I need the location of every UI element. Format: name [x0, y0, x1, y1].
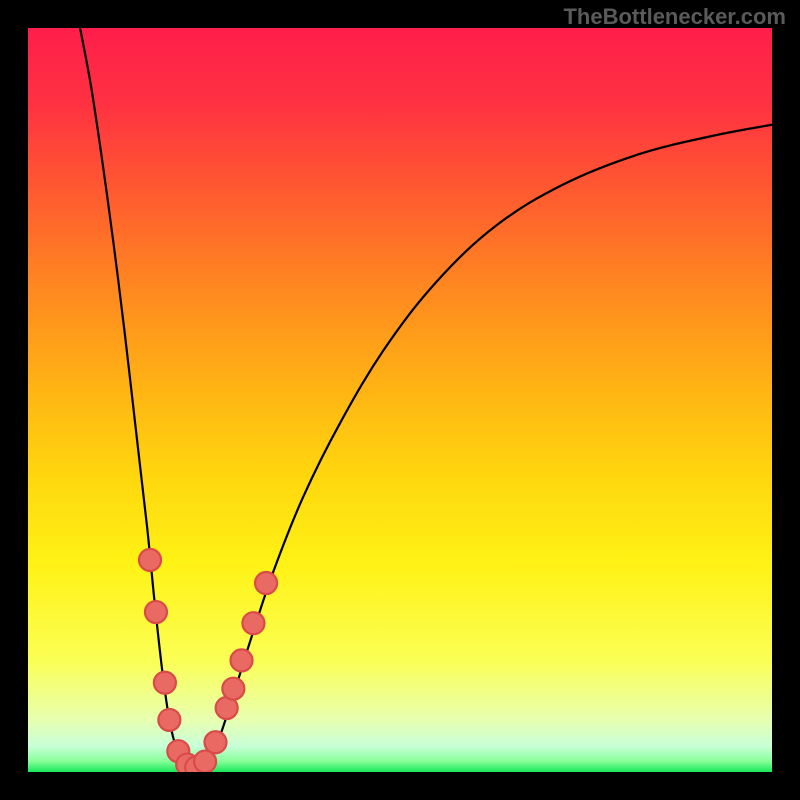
- chart-background: [28, 28, 772, 772]
- watermark-text: TheBottlenecker.com: [563, 4, 786, 30]
- chart-svg: [0, 0, 800, 800]
- data-marker: [242, 612, 264, 634]
- data-marker: [231, 649, 253, 671]
- data-marker: [154, 672, 176, 694]
- chart-root: TheBottlenecker.com: [0, 0, 800, 800]
- data-marker: [145, 601, 167, 623]
- data-marker: [222, 678, 244, 700]
- data-marker: [139, 549, 161, 571]
- data-marker: [255, 572, 277, 594]
- data-marker: [204, 731, 226, 753]
- data-marker: [158, 709, 180, 731]
